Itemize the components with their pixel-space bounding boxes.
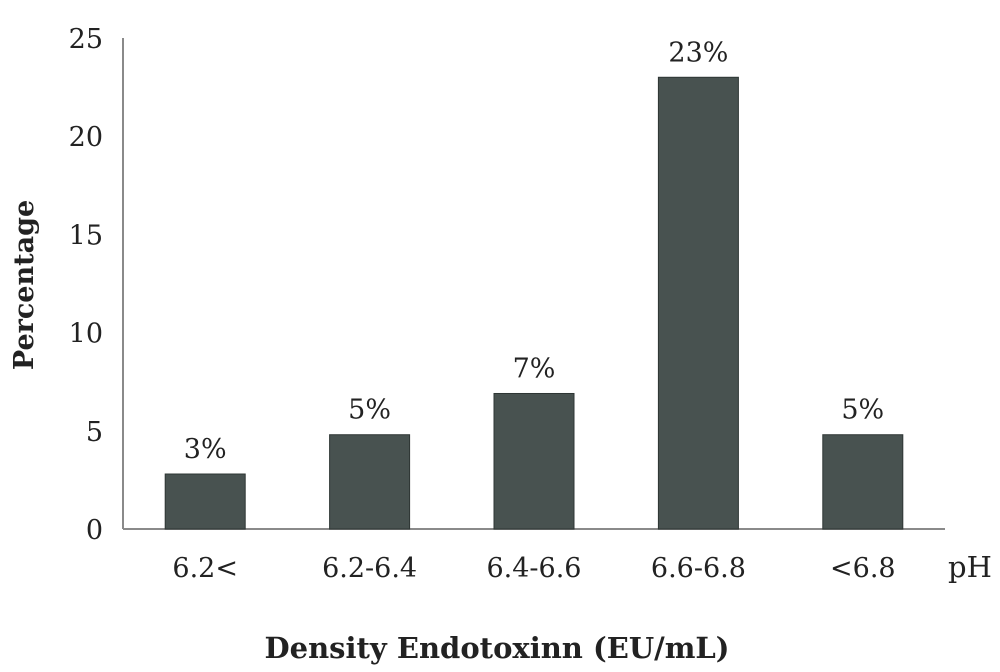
- data-label: 3%: [184, 434, 227, 465]
- bar: [164, 473, 246, 530]
- y-axis-ticks: 0 5 10 15 20 25: [69, 24, 103, 546]
- x-tick-label: 6.4-6.6: [486, 553, 581, 584]
- bar: [822, 434, 904, 530]
- x-axis-ticks: 6.2< 6.2-6.4 6.4-6.6 6.6-6.8 <6.8: [172, 553, 895, 584]
- x-tick-label: 6.6-6.8: [651, 553, 746, 584]
- y-tick-label: 20: [69, 122, 103, 153]
- data-labels: 3% 5% 7% 23% 5%: [184, 37, 884, 465]
- data-label: 23%: [668, 37, 728, 68]
- x-unit-label: pH: [948, 550, 992, 584]
- bar: [493, 392, 575, 530]
- data-label: 5%: [841, 395, 884, 426]
- data-label: 5%: [348, 395, 391, 426]
- y-tick-label: 10: [69, 319, 103, 350]
- y-tick-label: 5: [86, 417, 103, 448]
- data-label: 7%: [513, 353, 556, 384]
- bars: [164, 76, 904, 530]
- bar: [329, 434, 411, 530]
- y-tick-label: 0: [86, 515, 103, 546]
- x-axis-title: Density Endotoxinn (EU/mL): [265, 631, 730, 665]
- y-tick-label: 25: [69, 24, 103, 55]
- x-tick-label: 6.2<: [172, 553, 238, 584]
- y-tick-label: 15: [69, 220, 103, 251]
- x-tick-label: 6.2-6.4: [322, 553, 417, 584]
- x-tick-label: <6.8: [830, 553, 896, 584]
- bar: [657, 76, 739, 530]
- y-axis-title: Percentage: [9, 200, 40, 370]
